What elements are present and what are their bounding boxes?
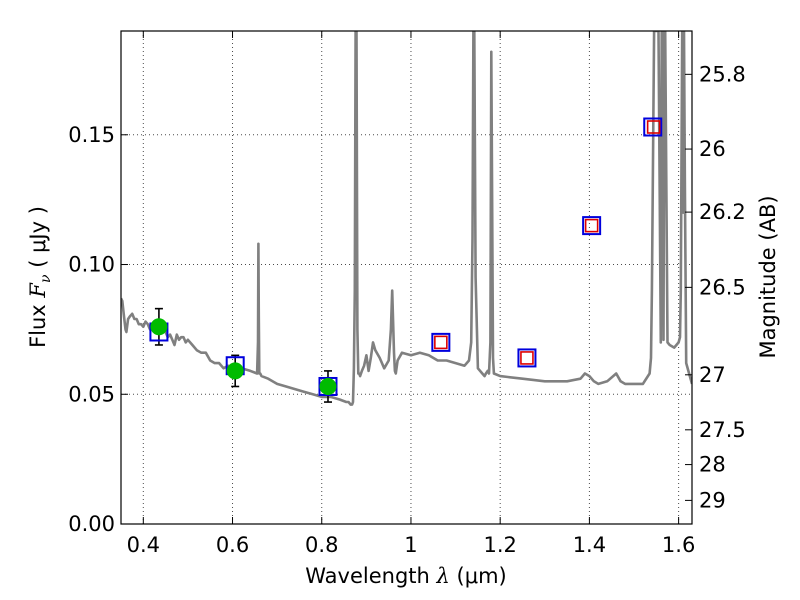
y-tick-label: 0.10 <box>68 253 115 277</box>
ticks <box>121 31 692 525</box>
y2-tick-label: 25.8 <box>699 62 746 86</box>
y2-tick-label: 26.2 <box>699 200 746 224</box>
predicted-square-marker <box>646 120 661 134</box>
x-tick-label: 0.6 <box>216 533 249 557</box>
y2-axis-title: Magnitude (AB) <box>756 195 780 358</box>
plot-frame <box>120 30 693 525</box>
spectrum-layer <box>121 31 692 406</box>
y2-tick-label: 29 <box>699 488 726 512</box>
y2-tick-label: 26.5 <box>699 275 746 299</box>
plot-area <box>121 31 692 524</box>
model-square-marker <box>431 332 451 352</box>
y2-tick-label: 28 <box>699 453 726 477</box>
tick-labels: 0.4 0.6 0.8 1 1.2 1.4 1.6 0.00 0.05 0.10 0.15 25.8 2… <box>68 62 746 557</box>
y-axis-title: Flux Fν ( μJy ) <box>26 206 54 348</box>
y-tick-label: 0.00 <box>68 512 115 536</box>
predicted-square-marker <box>434 335 448 350</box>
y2-tick-label: 27.5 <box>699 418 746 442</box>
y-tick-label: 0.15 <box>68 123 115 147</box>
x-tick-label: 1.2 <box>483 533 516 557</box>
observed-point-marker <box>150 318 168 336</box>
observed-point-marker <box>319 377 337 395</box>
spectrum-line <box>121 31 692 406</box>
y2-tick-label: 26 <box>699 137 726 161</box>
x-axis-title: Wavelength λ (μm) <box>305 564 506 588</box>
x-tick-label: 0.8 <box>305 533 338 557</box>
x-tick-label: 1.4 <box>573 533 606 557</box>
model-square-marker <box>582 216 602 236</box>
predicted-square-marker <box>520 351 534 365</box>
x-tick-label: 1 <box>404 533 417 557</box>
marker-layer <box>149 117 663 403</box>
predicted-square-marker <box>584 218 599 233</box>
x-tick-label: 1.6 <box>662 533 695 557</box>
x-tick-label: 0.4 <box>127 533 160 557</box>
model-square-marker <box>517 348 537 368</box>
y2-tick-label: 27 <box>699 363 726 387</box>
model-square-marker <box>643 117 663 137</box>
observed-point-marker <box>226 362 244 380</box>
y-tick-label: 0.05 <box>68 382 115 406</box>
